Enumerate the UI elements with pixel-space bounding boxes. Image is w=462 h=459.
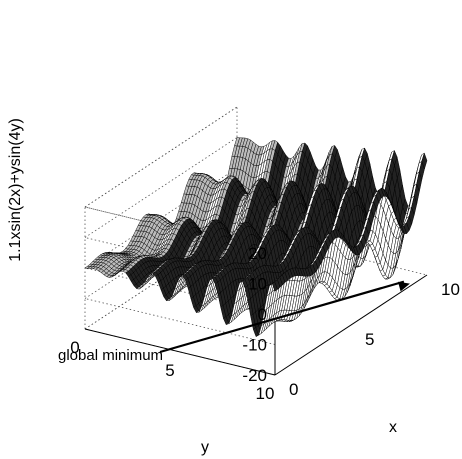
annotation-text: global minimum xyxy=(58,347,163,364)
z-axis-label: 1.1xsin(2x)+ysin(4y) xyxy=(7,118,24,262)
x-tick-label-0: 0 xyxy=(289,380,298,399)
y-axis-line xyxy=(84,328,276,376)
x-axis-label: x xyxy=(389,419,397,436)
top-left-edge xyxy=(84,206,276,254)
x-tick-label-1: 5 xyxy=(365,330,374,349)
y-tick-label-1: 5 xyxy=(165,361,174,380)
y-tick-label-2: 10 xyxy=(256,384,275,403)
x-tick-label-2: 10 xyxy=(441,280,460,299)
y-axis-label: y xyxy=(201,439,209,456)
z-tick-label-4: 20 xyxy=(248,244,267,263)
surface-mesh xyxy=(84,137,428,337)
z-grid-line-left-1 xyxy=(84,298,276,345)
z-tick-label-3: 10 xyxy=(248,275,267,294)
z-tick-label-0: -20 xyxy=(242,366,267,385)
z-tick-label-1: -10 xyxy=(242,336,267,355)
x-axis-line xyxy=(274,274,428,376)
